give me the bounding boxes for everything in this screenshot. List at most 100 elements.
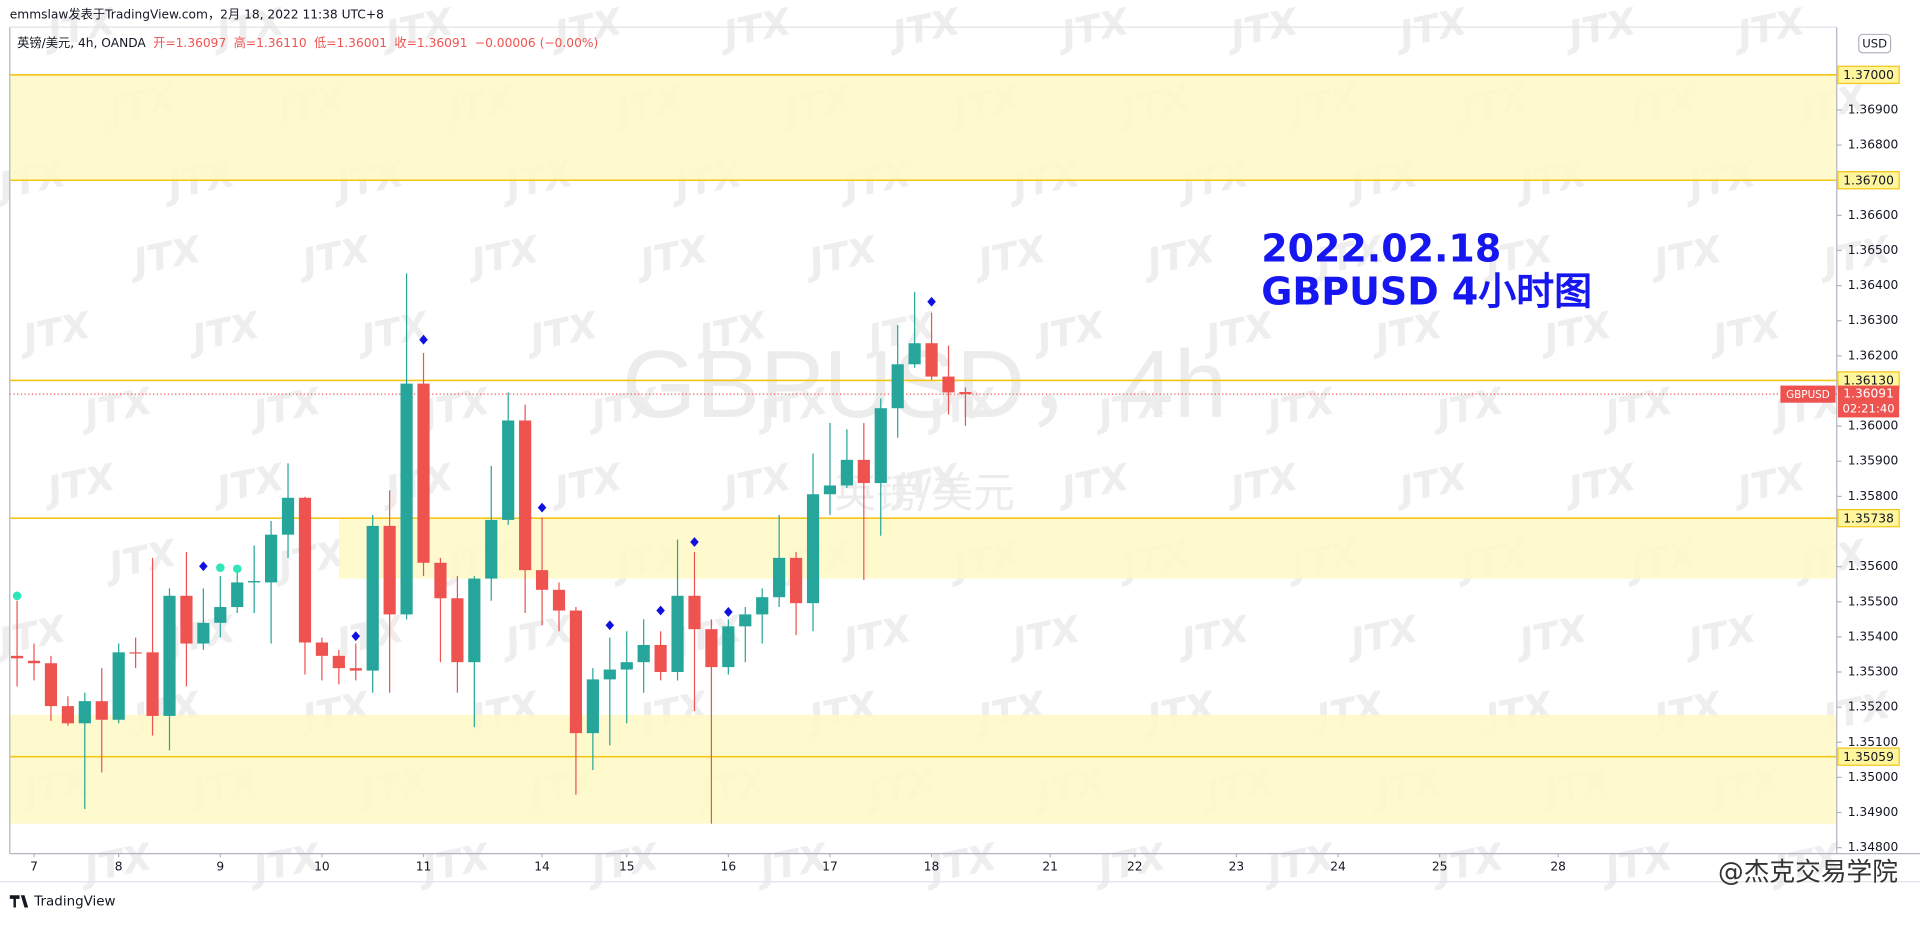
candle	[637, 619, 650, 693]
candle-body	[959, 392, 972, 395]
signal-diamond	[419, 334, 428, 345]
y-tick-label: 1.36800	[1848, 138, 1899, 152]
candle-body	[383, 525, 396, 615]
candle	[552, 582, 566, 632]
candle-body	[857, 459, 870, 484]
last-price-label: 1.36091	[1843, 387, 1894, 401]
candle	[214, 576, 227, 638]
candle-body	[823, 485, 837, 495]
candle	[959, 387, 972, 426]
author-line: emmslaw发表于TradingView.com，2月 18, 2022 11…	[10, 6, 384, 21]
candle-body	[61, 706, 74, 724]
candle	[180, 551, 193, 687]
candle-body	[552, 589, 566, 611]
candle	[603, 637, 616, 746]
candle-body	[248, 581, 261, 583]
x-tick-label: 23	[1229, 860, 1245, 874]
candle-body	[180, 595, 193, 644]
x-tick-label: 10	[314, 860, 330, 874]
candle	[265, 520, 278, 644]
candle-body	[874, 408, 887, 484]
candle-body	[78, 701, 91, 724]
candle	[451, 576, 464, 693]
candle-body	[281, 497, 295, 535]
candle	[78, 692, 91, 810]
candle-body	[332, 655, 345, 669]
candle-body	[231, 582, 244, 608]
x-tick-label: 21	[1042, 860, 1058, 874]
x-tick-label: 7	[30, 860, 38, 874]
candle-body	[485, 519, 498, 579]
legend-high: 高=1.36110	[234, 35, 307, 50]
candle	[519, 404, 532, 613]
candle-body	[519, 420, 532, 571]
candle	[434, 557, 447, 663]
y-tick-label: 1.36900	[1848, 102, 1899, 116]
candle	[61, 696, 74, 726]
credit: @杰克交易学院	[1718, 858, 1898, 888]
zone	[9, 714, 1837, 824]
legend-open: 开=1.36097	[153, 36, 226, 50]
x-tick-label: 9	[216, 860, 224, 874]
candle	[10, 600, 24, 687]
y-tick-label: 1.34900	[1848, 805, 1899, 819]
last-price-badge	[1837, 385, 1900, 418]
x-tick-label: 22	[1127, 860, 1143, 874]
candle-body	[586, 679, 599, 734]
candle-body	[451, 598, 464, 663]
candle-body	[789, 557, 803, 604]
level-badge	[1837, 171, 1900, 190]
legend-change: −0.00006 (−0.00%)	[475, 36, 598, 50]
x-tick-label: 11	[416, 860, 432, 874]
symbol-label: GBPUSD	[1786, 389, 1830, 401]
x-tick-label: 28	[1550, 860, 1566, 874]
y-tick-label: 1.36300	[1848, 313, 1899, 327]
x-tick-label: 25	[1432, 860, 1448, 874]
x-tick-label: 18	[924, 860, 940, 874]
candle	[197, 588, 210, 650]
candle	[671, 539, 684, 681]
legend-line: 英镑/美元, 4h, OANDA 开=1.36097 高=1.36110 低=1.36…	[17, 35, 598, 50]
candle	[400, 273, 413, 620]
candle	[756, 588, 769, 644]
plot-area	[9, 74, 1837, 824]
candle	[129, 637, 142, 669]
candle	[146, 557, 159, 736]
level-badge	[1837, 65, 1900, 85]
candle-body	[129, 652, 142, 654]
y-tick-label: 1.36400	[1848, 278, 1899, 292]
candle-body	[671, 595, 684, 673]
candle-body	[44, 663, 58, 707]
level-label: 1.36700	[1843, 173, 1894, 187]
candle	[789, 551, 803, 636]
x-tick-label: 8	[115, 860, 123, 874]
candle	[248, 545, 261, 613]
candle	[535, 517, 549, 626]
zone	[9, 74, 1837, 181]
candle	[163, 588, 176, 751]
candle-body	[925, 343, 938, 377]
candle	[705, 619, 718, 824]
candle-body	[739, 614, 752, 627]
candle	[417, 353, 430, 577]
candle-body	[366, 525, 379, 671]
currency-label: USD	[1862, 37, 1887, 51]
level-label: 1.36130	[1843, 374, 1894, 388]
candle-body	[349, 668, 362, 671]
candle-body	[146, 652, 159, 716]
candle	[620, 631, 633, 724]
candle	[27, 643, 41, 681]
candle	[773, 514, 786, 608]
currency-badge[interactable]	[1858, 33, 1892, 54]
candle	[586, 668, 599, 771]
y-tick-label: 1.35000	[1848, 770, 1899, 784]
zone	[338, 518, 1837, 579]
candle	[485, 465, 498, 601]
candle-body	[569, 610, 583, 734]
candle-body	[315, 642, 329, 656]
signal-diamond	[656, 605, 665, 616]
candle-body	[722, 626, 735, 668]
candle	[112, 643, 125, 724]
legend-symbol: 英镑/美元, 4h, OANDA	[17, 35, 146, 50]
